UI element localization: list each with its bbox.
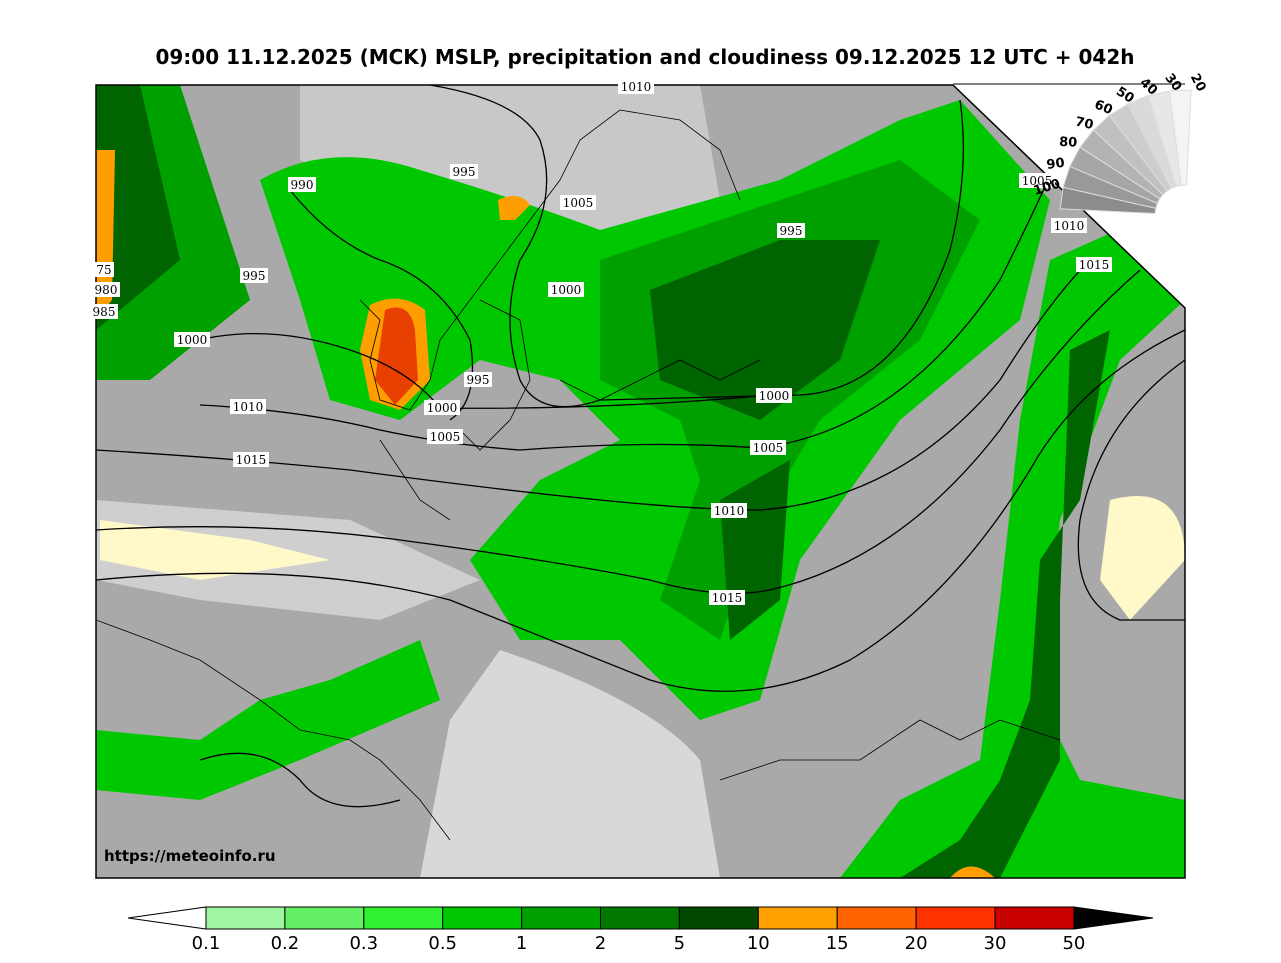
- isobar-label-bg: [777, 223, 805, 238]
- legend-label: 30: [984, 933, 1007, 954]
- color-swatch: [442, 906, 523, 930]
- isobar-label-bg: [230, 399, 266, 414]
- legend-label: 0.2: [271, 933, 300, 954]
- isobar-label-bg: [424, 400, 460, 415]
- color-swatch: [757, 906, 838, 930]
- isobar-label: 995: [780, 224, 803, 238]
- isobar-label: 990: [291, 178, 314, 192]
- legend-label: 0.1: [192, 933, 221, 954]
- isobar-label: 1010: [714, 504, 745, 518]
- isobar-label-bg: [1019, 173, 1055, 188]
- color-swatch: [284, 906, 365, 930]
- color-swatch: [915, 906, 996, 930]
- cloud-label: 20: [1187, 71, 1209, 94]
- isobar-label: 995: [467, 373, 490, 387]
- color-swatch: [363, 906, 444, 930]
- isobar-label-bg: [618, 79, 654, 94]
- source-url: https://meteoinfo.ru: [104, 847, 276, 865]
- color-swatch: [678, 906, 759, 930]
- color-swatch: [205, 906, 286, 930]
- isobar-label-bg: [709, 590, 745, 605]
- color-swatch: [994, 906, 1075, 930]
- isobar-label-bg: [464, 372, 492, 387]
- isobar-label-bg: [560, 195, 596, 210]
- legend-label: 0.3: [349, 933, 378, 954]
- cloud-label: 70: [1074, 115, 1095, 134]
- legend-label: 50: [1062, 933, 1085, 954]
- isobar-label-bg: [427, 429, 463, 444]
- cloud-swatch: [1168, 89, 1192, 186]
- isobar-label-bg: [92, 282, 120, 297]
- isobar-label-bg: [233, 452, 269, 467]
- isobar-label: 1010: [621, 80, 652, 94]
- isobar-label: 75: [96, 263, 111, 277]
- legend-label: 0.5: [428, 933, 457, 954]
- isobar-label-bg: [90, 304, 118, 319]
- isobar-label: 1010: [233, 400, 264, 414]
- legend-label: 2: [595, 933, 606, 954]
- isobar-label: 1005: [563, 196, 594, 210]
- isobar-label: 1015: [712, 591, 743, 605]
- legend-label: 10: [747, 933, 770, 954]
- isobar-label: 1010: [1054, 219, 1085, 233]
- isobar-label: 1000: [759, 389, 790, 403]
- isobar-label-bg: [288, 177, 316, 192]
- legend-label: 15: [826, 933, 849, 954]
- isobar-label: 1000: [551, 283, 582, 297]
- map: [96, 85, 1185, 878]
- isobar-label: 1015: [236, 453, 267, 467]
- cloud-label: 60: [1092, 97, 1114, 118]
- isobar-label: 995: [453, 165, 476, 179]
- isobar-label: 1005: [1022, 174, 1053, 188]
- color-swatch: [600, 906, 680, 930]
- map-frame: [95, 84, 1186, 879]
- cloud-label: 80: [1059, 135, 1078, 151]
- isobar-label-bg: [756, 388, 792, 403]
- color-swatch: [521, 906, 601, 930]
- isobar-label: 1000: [427, 401, 458, 415]
- isobar-label: 985: [93, 305, 116, 319]
- isobar-label: 1000: [177, 333, 208, 347]
- isobar-label-bg: [450, 164, 478, 179]
- legend-label: 20: [905, 933, 928, 954]
- isobar-label-bg: [174, 332, 210, 347]
- isobar-label-bg: [240, 268, 268, 283]
- precip-legend: 0.1 0.2 0.3 0.5 1 2 5 10 15 20 30 50: [127, 906, 1154, 954]
- isobar-label-bg: [711, 503, 747, 518]
- isobar-label-bg: [1076, 257, 1112, 272]
- isobar-label-bg: [1051, 218, 1087, 233]
- isobar-label-bg: [750, 440, 786, 455]
- isobar-label: 1005: [430, 430, 461, 444]
- isobar-label-bg: [548, 282, 584, 297]
- isobar-label-bg: [94, 262, 114, 277]
- cloud-label: 90: [1046, 156, 1066, 173]
- legend-label: 5: [674, 933, 685, 954]
- isobar-label: 1005: [753, 441, 784, 455]
- isobar-label: 995: [243, 269, 266, 283]
- title: 09:00 11.12.2025 (MCK) MSLP, precipitati…: [155, 45, 1134, 69]
- legend-label: 1: [516, 933, 527, 954]
- color-swatch: [836, 906, 917, 930]
- isobar-label: 1015: [1079, 258, 1110, 272]
- isobar-label: 980: [95, 283, 118, 297]
